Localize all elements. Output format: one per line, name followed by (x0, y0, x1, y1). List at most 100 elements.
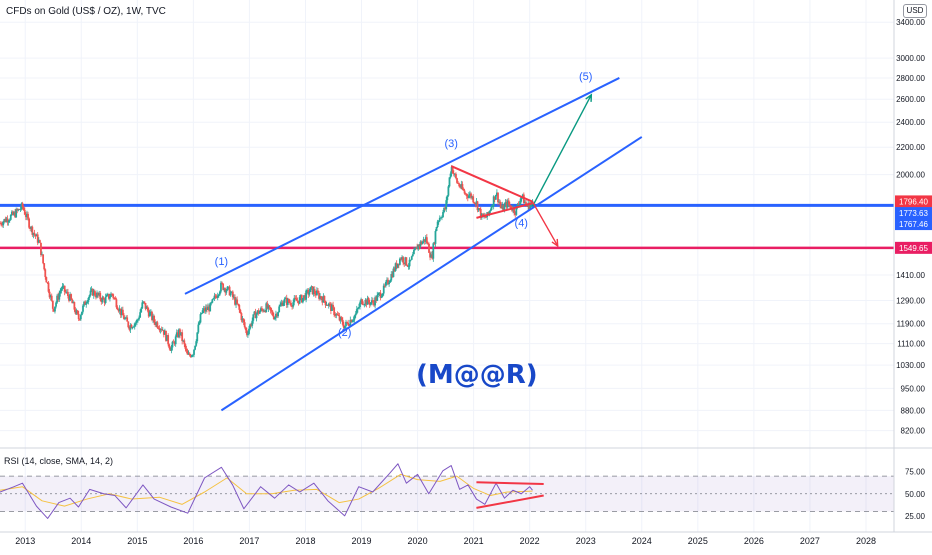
candle-body (277, 312, 279, 317)
candle-body (252, 314, 255, 321)
candle-body (429, 252, 431, 258)
candle-body (216, 295, 219, 298)
candle-body (431, 254, 434, 259)
candle-body (51, 300, 54, 309)
candle-body (104, 296, 107, 303)
candle-body (52, 308, 55, 312)
candle-body (189, 355, 192, 358)
candle-body (306, 290, 309, 291)
candle-body (406, 265, 409, 267)
candle-body (74, 309, 77, 314)
candle-body (77, 313, 80, 320)
candle-body (433, 243, 436, 245)
candle-body (314, 293, 317, 296)
candle-body (146, 306, 149, 311)
candle-body (34, 234, 37, 237)
candle-body (318, 292, 320, 299)
candle-body (461, 184, 464, 190)
candle-body (50, 295, 53, 301)
horizontal-levels (0, 203, 894, 250)
candle-body (307, 290, 310, 295)
rsi-lines (0, 463, 544, 519)
candle-body (479, 208, 482, 218)
candle-body (496, 192, 498, 196)
candle-body (407, 266, 410, 268)
wave-annotations: (1) (2) (3) (4) (5) (215, 71, 593, 339)
wave-label: (2) (338, 327, 351, 339)
candle-body (192, 354, 194, 356)
candle-body (398, 258, 401, 265)
candle-body (271, 311, 274, 316)
candle-body (360, 299, 362, 303)
candle-body (338, 315, 341, 321)
candle-body (492, 196, 495, 207)
candle-body (493, 196, 496, 200)
y-tick-label: 2800.00 (896, 74, 925, 83)
currency-badge[interactable]: USD (903, 4, 927, 18)
candle-body (76, 310, 79, 314)
candle-body (140, 308, 143, 313)
candle-body (22, 207, 25, 211)
candle-body (395, 263, 398, 268)
candle-body (342, 324, 345, 329)
candle-body (279, 304, 282, 307)
candle-body (183, 340, 186, 345)
candle-body (308, 291, 311, 295)
candle-body (510, 205, 512, 209)
candle-body (208, 306, 211, 312)
candle-body (148, 312, 151, 317)
candle-body (106, 293, 109, 296)
rsi-band (0, 475, 894, 512)
candle-body (221, 282, 223, 284)
candle-body (381, 293, 384, 297)
rsi-line (0, 463, 533, 519)
candle-body (15, 209, 18, 218)
candle-body (60, 288, 63, 292)
candle-body (55, 302, 57, 307)
candle-body (521, 194, 524, 197)
candle-body (427, 242, 429, 244)
candle-body (7, 221, 10, 223)
candle-body (377, 293, 380, 295)
candle-body (160, 329, 163, 331)
triangle-upper-line (450, 165, 533, 203)
candle-body (118, 308, 121, 312)
arrow-up-head (585, 93, 593, 102)
candle-body (450, 167, 453, 174)
candle-body (341, 319, 344, 325)
candle-body (115, 299, 118, 308)
candle-body (290, 302, 292, 306)
candle-body (17, 209, 20, 211)
candle-body (81, 311, 83, 316)
candle-body (21, 203, 24, 208)
candle-body (43, 263, 46, 270)
candle-body (6, 218, 9, 223)
candle-body (287, 299, 290, 303)
candle-body (38, 240, 41, 243)
candle-body (157, 327, 160, 329)
rsi-upper-line (476, 481, 544, 486)
candle-body (209, 303, 212, 312)
candle-body (197, 324, 200, 333)
candle-body (358, 307, 360, 309)
candle-body (145, 306, 148, 309)
candle-body (459, 186, 462, 188)
candle-body (317, 290, 319, 293)
candle-body (340, 317, 343, 320)
candle-body (112, 294, 115, 298)
candle-body (207, 306, 209, 310)
candle-body (12, 211, 14, 215)
candle-body (382, 285, 385, 294)
candle-body (373, 302, 375, 306)
candle-body (226, 286, 229, 291)
candle-body (2, 221, 5, 226)
candle-body (5, 218, 8, 222)
candle-body (422, 239, 425, 242)
candle-body (161, 329, 164, 331)
candle-body (202, 308, 205, 311)
candle-body (210, 302, 213, 304)
candle-body (57, 295, 60, 300)
candle-body (365, 299, 368, 305)
